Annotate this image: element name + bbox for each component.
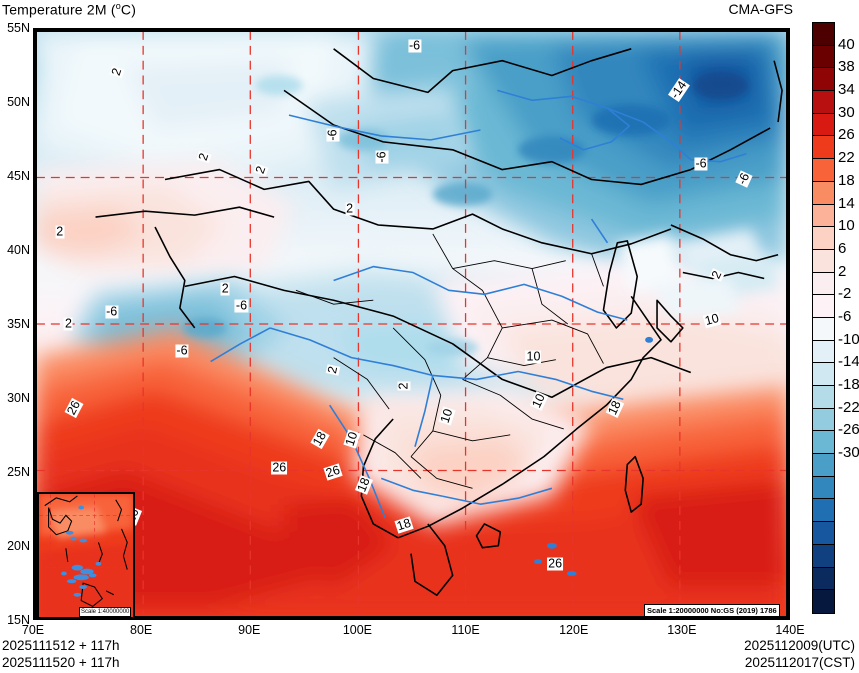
footer-run-cst: 2025111520 + 117h — [2, 655, 120, 670]
lat-tick-35N: 35N — [7, 317, 30, 331]
south-china-sea-inset: Scale 1:40000000 — [37, 492, 135, 617]
colorbar-cell — [813, 23, 834, 46]
coastline-borders — [95, 48, 783, 597]
colorbar-cell — [813, 340, 834, 364]
colorbar-cell — [813, 136, 834, 160]
model-label: CMA-GFS — [728, 1, 793, 17]
colorbar-cell — [813, 68, 834, 92]
contour-label: 26 — [547, 556, 564, 571]
lon-tick-140E: 140E — [775, 623, 805, 637]
colorbar-label: -6 — [838, 308, 852, 325]
lat-tick-50N: 50N — [7, 95, 30, 109]
colorbar-label: 22 — [838, 149, 855, 167]
lon-tick-80E: 80E — [130, 623, 153, 637]
colorbar-cell — [813, 386, 834, 409]
colorbar-label: 34 — [838, 81, 855, 99]
lon-tick-90E: 90E — [238, 623, 261, 637]
colorbar-cell — [813, 227, 834, 250]
colorbar-label: 2 — [838, 262, 847, 280]
page-title: Temperature 2M (oC) — [2, 1, 136, 18]
contour-label: 26 — [271, 460, 288, 475]
contour-label: 2 — [345, 201, 355, 216]
colorbar-label: -14 — [838, 353, 859, 371]
lon-tick-130E: 130E — [667, 623, 697, 637]
colorbar-cell — [813, 249, 834, 273]
nw-cool-field — [36, 31, 473, 190]
contour-label: -6 — [694, 156, 708, 171]
degree-symbol: o — [115, 1, 121, 11]
colorbar-cell — [813, 295, 834, 318]
japan-korea-cool — [616, 228, 781, 321]
contour-label: 2 — [220, 281, 230, 296]
contour-label: -6 — [234, 298, 249, 313]
lon-tick-120E: 120E — [559, 623, 589, 637]
footer-run-utc: 2025111512 + 117h — [2, 638, 120, 653]
colorbar-cell — [813, 522, 834, 545]
colorbar-cell — [813, 454, 834, 477]
colorbar-label: -30 — [838, 444, 859, 462]
temperature-map[interactable]: 2 -6 -14 -6 -6 -6 -6 2 2 2 2 -6 2 -6 2 -6 2 10 10 2 10 18 2 26 1… — [33, 28, 790, 620]
colorbar-label: 14 — [838, 194, 855, 212]
lat-tick-55N: 55N — [7, 21, 30, 35]
lon-tick-100E: 100E — [342, 623, 373, 637]
colorbar-label: -22 — [838, 398, 859, 416]
colorbar-cell — [813, 317, 834, 341]
lat-tick-45N: 45N — [7, 169, 30, 183]
contour-label: -6 — [374, 150, 389, 164]
colorbar-label: -26 — [838, 421, 859, 439]
footer-valid-cst: 2025112017(CST) — [744, 655, 855, 670]
footer-valid-utc: 2025112009(UTC) — [744, 638, 855, 653]
colorbar-cell — [813, 181, 834, 205]
colorbar-cell — [813, 113, 834, 137]
contour-label: -6 — [175, 343, 189, 358]
contour-label: 2 — [55, 224, 65, 239]
page-title-unit: C) — [120, 1, 137, 18]
colorbar-label: 40 — [838, 35, 855, 53]
lat-tick-30N: 30N — [7, 391, 30, 405]
colorbar-cell — [813, 408, 834, 432]
contour-label: -6 — [105, 304, 119, 319]
map-canvas — [36, 31, 787, 617]
lat-tick-25N: 25N — [7, 465, 30, 479]
colorbar-cell — [813, 159, 834, 182]
colorbar[interactable] — [812, 22, 835, 614]
colorbar-label: -2 — [838, 285, 852, 303]
contour-label: 10 — [525, 349, 542, 364]
colorbar-label: 10 — [838, 217, 855, 235]
colorbar-cell — [813, 91, 834, 114]
colorbar-cell — [813, 204, 834, 228]
colorbar-cell — [813, 476, 834, 500]
lat-tick-20N: 20N — [7, 539, 30, 553]
colorbar-cell — [813, 45, 834, 69]
contour-label: 2 — [396, 381, 411, 391]
colorbar-label: 18 — [838, 171, 855, 189]
colorbar-cell — [813, 272, 834, 296]
lat-tick-40N: 40N — [7, 243, 30, 257]
colorbar-cell — [813, 544, 834, 568]
lat-tick-15N: 15N — [7, 613, 30, 627]
inset-scale-stamp: Scale 1:40000000 — [79, 607, 132, 617]
contour-label: -6 — [407, 38, 422, 53]
lon-tick-70E: 70E — [21, 623, 45, 637]
page-title-text: Temperature 2M ( — [2, 1, 116, 18]
colorbar-cell — [813, 590, 834, 613]
colorbar-label: 6 — [838, 239, 847, 257]
contour-label: -6 — [325, 128, 340, 142]
rivers — [210, 89, 747, 519]
colorbar-label: 26 — [838, 126, 855, 144]
inset-canvas — [39, 494, 133, 617]
contour-label: 2 — [63, 316, 73, 331]
colorbar-label: 30 — [838, 103, 855, 121]
colorbar-cell — [813, 363, 834, 386]
colorbar-cell — [813, 499, 834, 523]
lakes — [534, 336, 654, 576]
colorbar-label: 38 — [838, 58, 855, 76]
lon-tick-110E: 110E — [451, 623, 480, 637]
map-scale-stamp: Scale 1:20000000 No:GS (2019) 1786 — [644, 604, 780, 617]
colorbar-cell — [813, 431, 834, 455]
colorbar-label: -18 — [838, 376, 859, 394]
nw-warm-band — [36, 159, 294, 279]
colorbar-label: -10 — [838, 330, 859, 348]
colorbar-cell — [813, 567, 834, 591]
